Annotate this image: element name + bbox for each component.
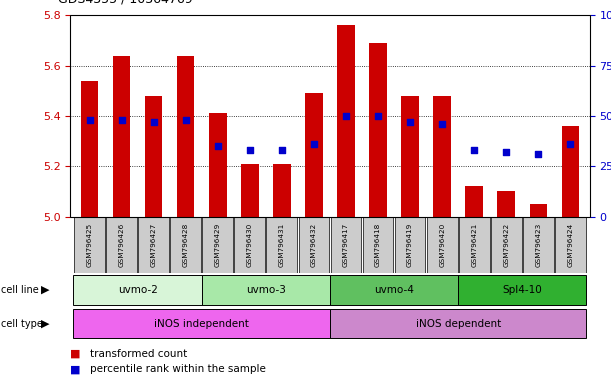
Point — [437, 121, 447, 127]
Text: cell type: cell type — [1, 318, 43, 329]
Bar — [395, 217, 425, 273]
Text: GSM796425: GSM796425 — [87, 223, 92, 267]
Bar — [426, 217, 458, 273]
Bar — [74, 217, 105, 273]
Bar — [562, 126, 579, 217]
Text: GSM796431: GSM796431 — [279, 223, 285, 267]
Point — [533, 151, 543, 157]
Bar — [369, 43, 387, 217]
Bar — [177, 56, 194, 217]
Text: GDS4355 / 10364769: GDS4355 / 10364769 — [58, 0, 192, 6]
Text: GSM796421: GSM796421 — [471, 223, 477, 267]
Text: GSM796418: GSM796418 — [375, 223, 381, 267]
Text: uvmo-4: uvmo-4 — [374, 285, 414, 295]
Text: GSM796427: GSM796427 — [151, 223, 156, 267]
Text: GSM796429: GSM796429 — [214, 223, 221, 267]
Point — [341, 113, 351, 119]
Bar — [209, 113, 227, 217]
Point — [309, 141, 319, 147]
Bar — [113, 56, 130, 217]
Text: GSM796417: GSM796417 — [343, 223, 349, 267]
Point — [566, 141, 576, 147]
Text: uvmo-3: uvmo-3 — [246, 285, 286, 295]
Text: ■: ■ — [70, 364, 81, 374]
Point — [84, 117, 94, 123]
Bar — [266, 217, 297, 273]
Point — [502, 149, 511, 155]
Text: uvmo-2: uvmo-2 — [118, 285, 158, 295]
Bar — [530, 204, 547, 217]
Bar — [363, 217, 393, 273]
Bar — [459, 217, 489, 273]
Text: ■: ■ — [70, 349, 81, 359]
Point — [181, 117, 191, 123]
Bar — [145, 96, 163, 217]
Bar — [331, 217, 361, 273]
Text: ▶: ▶ — [41, 318, 49, 329]
Point — [213, 143, 222, 149]
Point — [148, 119, 158, 125]
Bar — [466, 186, 483, 217]
Bar — [299, 217, 329, 273]
Bar — [330, 275, 458, 305]
Bar — [330, 309, 587, 338]
Text: GSM796430: GSM796430 — [247, 223, 253, 267]
Bar — [73, 275, 202, 305]
Point — [405, 119, 415, 125]
Bar — [458, 275, 587, 305]
Bar — [491, 217, 522, 273]
Point — [373, 113, 383, 119]
Text: Spl4-10: Spl4-10 — [502, 285, 542, 295]
Bar — [305, 93, 323, 217]
Text: transformed count: transformed count — [90, 349, 187, 359]
Text: GSM796419: GSM796419 — [407, 223, 413, 267]
Bar — [73, 309, 330, 338]
Bar — [106, 217, 137, 273]
Text: GSM796424: GSM796424 — [568, 223, 573, 267]
Bar — [337, 25, 355, 217]
Text: ▶: ▶ — [41, 285, 49, 295]
Text: iNOS independent: iNOS independent — [154, 318, 249, 329]
Bar — [497, 191, 515, 217]
Point — [245, 147, 255, 153]
Bar — [241, 164, 258, 217]
Bar — [81, 81, 98, 217]
Text: percentile rank within the sample: percentile rank within the sample — [90, 364, 266, 374]
Text: GSM796420: GSM796420 — [439, 223, 445, 267]
Point — [117, 117, 126, 123]
Bar — [170, 217, 201, 273]
Bar — [273, 164, 291, 217]
Bar — [202, 275, 330, 305]
Text: cell line: cell line — [1, 285, 39, 295]
Text: GSM796426: GSM796426 — [119, 223, 125, 267]
Text: GSM796428: GSM796428 — [183, 223, 189, 267]
Bar — [555, 217, 586, 273]
Bar — [401, 96, 419, 217]
Bar — [202, 217, 233, 273]
Text: GSM796422: GSM796422 — [503, 223, 509, 267]
Bar — [138, 217, 169, 273]
Text: iNOS dependent: iNOS dependent — [415, 318, 501, 329]
Text: GSM796423: GSM796423 — [535, 223, 541, 267]
Bar — [235, 217, 265, 273]
Text: GSM796432: GSM796432 — [311, 223, 317, 267]
Point — [469, 147, 479, 153]
Bar — [523, 217, 554, 273]
Bar — [433, 96, 451, 217]
Point — [277, 147, 287, 153]
